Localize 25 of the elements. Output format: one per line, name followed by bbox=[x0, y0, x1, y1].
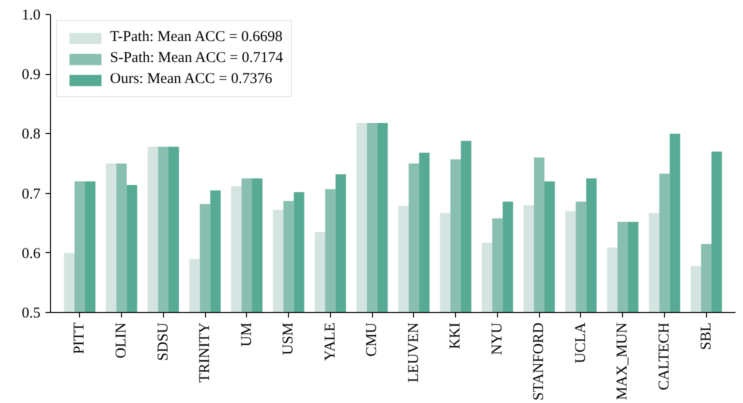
x-tick-label: UM bbox=[238, 322, 255, 347]
x-tick-label: CMU bbox=[364, 322, 380, 357]
y-tick-label: 0.8 bbox=[22, 126, 40, 143]
x-tick-label: YALE bbox=[322, 322, 338, 361]
legend-label: Ours: Mean ACC = 0.7376 bbox=[110, 71, 272, 88]
x-tick-label: TRINITY bbox=[197, 322, 214, 382]
y-tick-label: 0.7 bbox=[22, 186, 41, 202]
legend-label: S-Path: Mean ACC = 0.7174 bbox=[110, 50, 284, 67]
x-tick-label: SBL bbox=[698, 322, 714, 350]
x-tick-label: KKI bbox=[448, 322, 464, 350]
y-tick-label: 0.6 bbox=[22, 246, 41, 262]
x-tick-label: NYU bbox=[489, 322, 506, 355]
x-tick-label: CALTECH bbox=[656, 322, 672, 390]
x-tick-label: UCLA bbox=[572, 322, 589, 364]
y-tick-label: 0.5 bbox=[22, 306, 40, 322]
x-tick-label: PITT bbox=[72, 322, 88, 354]
x-tick-label: SDSU bbox=[155, 322, 172, 361]
y-tick-label: 0.9 bbox=[22, 67, 40, 84]
x-tick-label: OLIN bbox=[114, 322, 130, 358]
x-tick-label: MAX_MUN bbox=[614, 322, 631, 400]
x-tick-label: STANFORD bbox=[531, 322, 548, 400]
legend-label: T-Path: Mean ACC = 0.6698 bbox=[110, 29, 282, 46]
y-tick-label: 1.0 bbox=[22, 8, 40, 24]
x-tick-label: USM bbox=[280, 322, 297, 356]
x-tick-label: LEUVEN bbox=[406, 322, 422, 382]
